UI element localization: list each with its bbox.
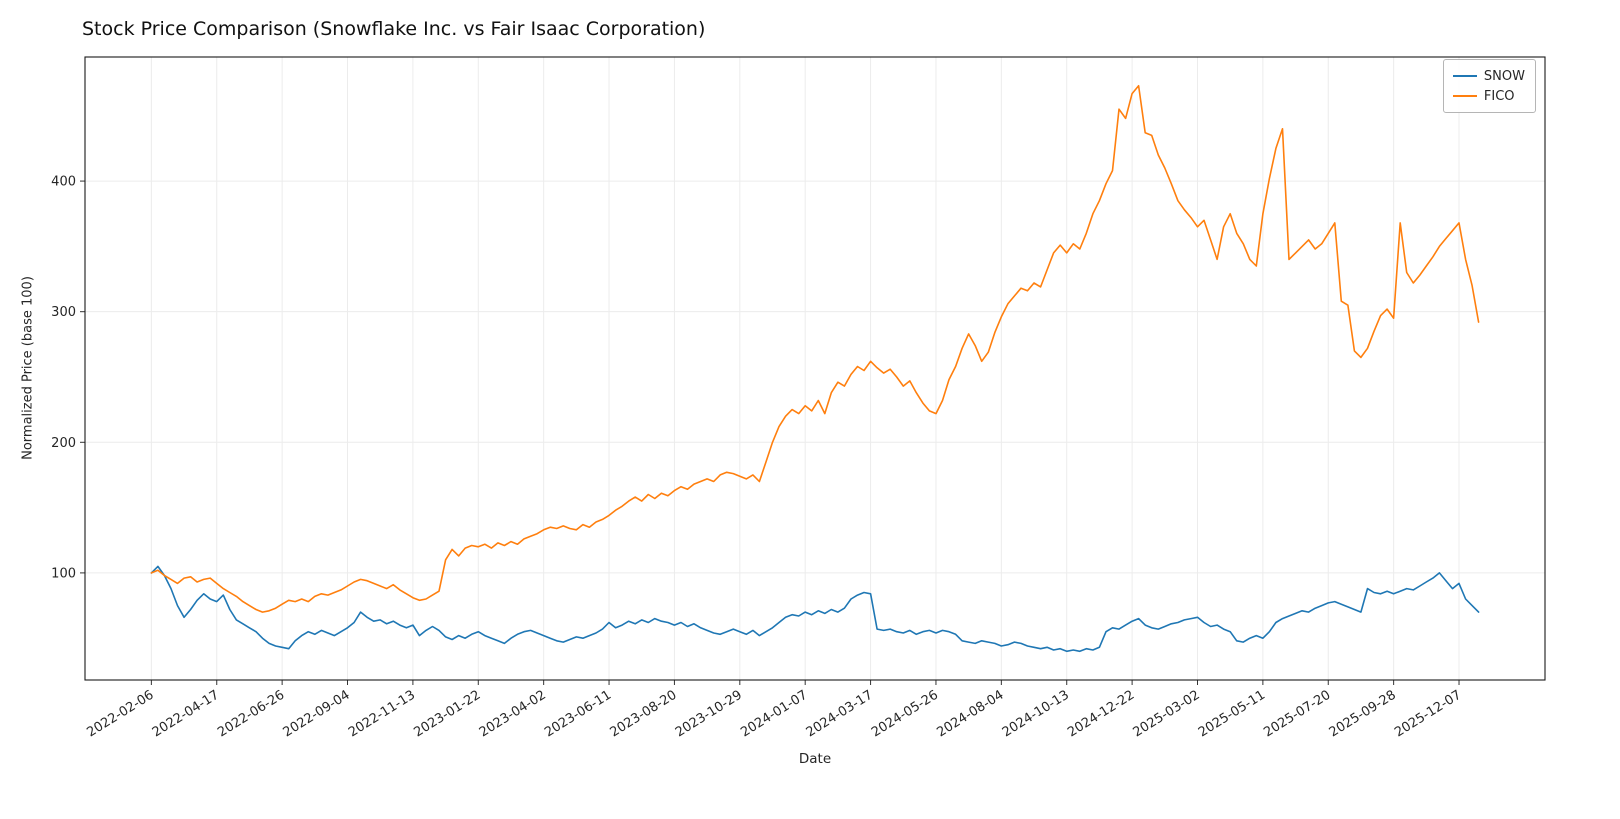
y-tick-label: 400 xyxy=(51,175,76,190)
legend: SNOW FICO xyxy=(1442,59,1536,113)
x-axis-label: Date xyxy=(798,751,832,767)
x-tick-label: 2025-05-11 xyxy=(1196,688,1268,741)
y-axis-label: Normalized Price (base 100) xyxy=(20,276,36,460)
x-tick-label: 2023-06-11 xyxy=(542,688,614,741)
legend-entry-fico: FICO xyxy=(1452,86,1525,106)
x-tick-label: 2022-04-17 xyxy=(150,688,222,741)
legend-entry-snow: SNOW xyxy=(1452,66,1525,86)
x-tick-label: 2025-07-20 xyxy=(1261,688,1333,741)
x-tick-label: 2024-05-26 xyxy=(869,688,941,741)
chart-title: Stock Price Comparison (Snowflake Inc. v… xyxy=(82,18,706,40)
y-tick-label: 200 xyxy=(51,436,76,451)
legend-line-sample xyxy=(1452,75,1477,77)
x-tick-label: 2022-11-13 xyxy=(346,688,418,741)
x-tick-label: 2025-12-07 xyxy=(1392,688,1464,741)
x-tick-label: 2024-08-04 xyxy=(934,688,1006,741)
x-tick-label: 2025-09-28 xyxy=(1327,688,1399,741)
y-tick-label: 300 xyxy=(51,305,76,320)
x-tick-label: 2022-09-04 xyxy=(281,688,353,741)
legend-line-sample xyxy=(1452,95,1477,97)
x-tick-label: 2024-03-17 xyxy=(804,688,876,741)
x-tick-label: 2024-01-07 xyxy=(738,688,810,741)
series-line-snow xyxy=(150,565,1480,653)
x-tick-label: 2022-06-26 xyxy=(215,688,287,741)
x-tick-label: 2023-04-02 xyxy=(477,688,549,741)
legend-label: SNOW xyxy=(1483,68,1525,84)
series-line-fico xyxy=(150,84,1480,613)
x-tick-label: 2024-10-13 xyxy=(1000,688,1072,741)
y-tick-label: 100 xyxy=(51,566,76,581)
x-tick-label: 2023-10-29 xyxy=(673,688,745,741)
x-tick-label: 2024-12-22 xyxy=(1065,688,1137,741)
x-tick-label: 2023-08-20 xyxy=(608,688,680,741)
x-tick-label: 2023-01-22 xyxy=(411,688,483,741)
axes-spines xyxy=(84,56,1546,681)
legend-label: FICO xyxy=(1483,88,1515,104)
x-tick-label: 2025-03-02 xyxy=(1131,688,1203,741)
x-tick-label: 2022-02-06 xyxy=(84,688,156,741)
